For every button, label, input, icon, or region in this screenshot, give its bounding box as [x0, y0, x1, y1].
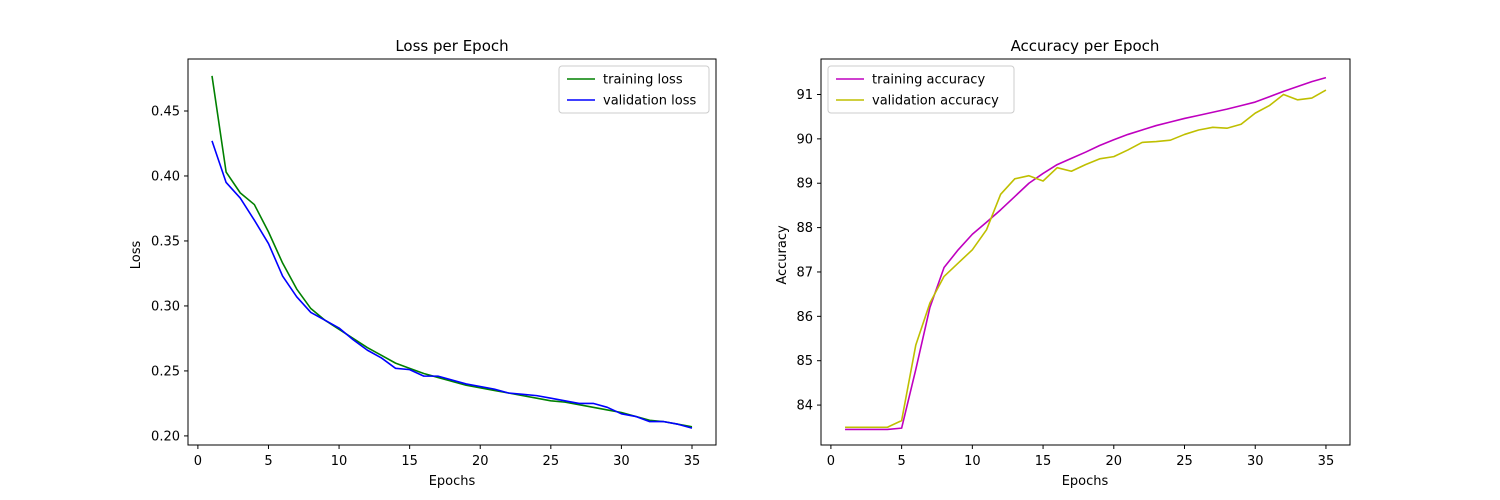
accuracy-y-tick-label: 87	[796, 265, 813, 280]
loss-y-tick-label: 0.30	[151, 299, 180, 314]
accuracy-legend-label: validation accuracy	[872, 94, 999, 109]
accuracy-y-tick-label: 90	[796, 132, 813, 147]
loss-x-tick-label: 10	[331, 454, 348, 469]
loss-x-tick-label: 0	[194, 454, 202, 469]
loss-axes-frame	[187, 58, 717, 446]
accuracy-y-axis-label: Accuracy	[775, 225, 790, 285]
loss-x-tick-label: 35	[684, 454, 701, 469]
loss-series-validation-loss	[211, 140, 693, 429]
loss-y-tick-label: 0.25	[151, 364, 180, 379]
loss-legend-label: validation loss	[603, 94, 696, 109]
loss-y-axis-label: Loss	[129, 241, 144, 270]
accuracy-axes-frame	[820, 58, 1351, 446]
loss-y-tick-label: 0.40	[151, 169, 180, 184]
accuracy-y-tick-label: 85	[796, 354, 813, 369]
loss-y-tick-label: 0.20	[151, 429, 180, 444]
loss-series-training-loss	[211, 75, 693, 428]
accuracy-legend-label: training accuracy	[872, 73, 985, 88]
loss-x-tick-label: 30	[613, 454, 630, 469]
loss-y-tick-label: 0.35	[151, 234, 180, 249]
accuracy-x-tick-label: 0	[827, 454, 835, 469]
loss-legend: training loss validation loss	[558, 65, 710, 114]
loss-x-tick-label: 20	[472, 454, 489, 469]
accuracy-chart-title: Accuracy per Epoch	[1011, 37, 1160, 55]
accuracy-x-tick-label: 25	[1176, 454, 1193, 469]
accuracy-y-tick-label: 91	[796, 88, 813, 103]
loss-chart: Loss per Epoch Epochs Loss 0 5 10 15 20 25 30 3…	[129, 37, 717, 489]
accuracy-x-tick-label: 20	[1106, 454, 1123, 469]
accuracy-x-tick-label: 30	[1247, 454, 1264, 469]
accuracy-series-validation-accuracy	[845, 89, 1327, 429]
loss-chart-title: Loss per Epoch	[395, 37, 508, 55]
accuracy-y-tick-label: 89	[796, 177, 813, 192]
accuracy-y-tick-label: 86	[796, 310, 813, 325]
accuracy-x-tick-label: 15	[1035, 454, 1052, 469]
accuracy-chart: Accuracy per Epoch Epochs Accuracy 0 5 10 1…	[775, 37, 1351, 489]
loss-x-tick-label: 5	[264, 454, 272, 469]
accuracy-y-tick-label: 84	[796, 399, 813, 414]
loss-x-axis-label: Epochs	[429, 474, 476, 489]
loss-y-tick-label: 0.45	[151, 104, 180, 119]
loss-x-tick-label: 15	[401, 454, 418, 469]
accuracy-y-tick-label: 88	[796, 221, 813, 236]
accuracy-series-training-accuracy	[845, 76, 1327, 431]
accuracy-x-tick-label: 35	[1318, 454, 1335, 469]
accuracy-legend: training accuracy validation accuracy	[827, 65, 1015, 114]
loss-legend-box	[558, 65, 710, 114]
loss-x-tick-label: 25	[543, 454, 560, 469]
accuracy-legend-box	[827, 65, 1015, 114]
accuracy-x-tick-label: 5	[897, 454, 905, 469]
loss-legend-label: training loss	[603, 73, 683, 88]
accuracy-x-tick-label: 10	[964, 454, 981, 469]
accuracy-x-axis-label: Epochs	[1062, 474, 1109, 489]
